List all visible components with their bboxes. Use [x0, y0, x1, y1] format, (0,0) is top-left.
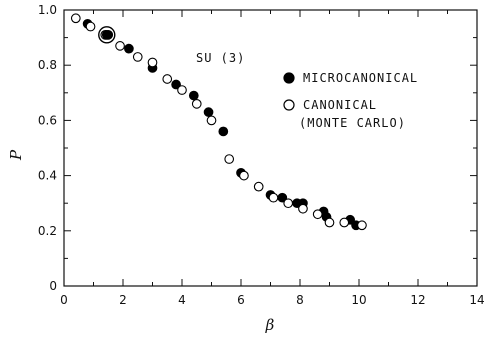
microcanonical-point	[203, 107, 214, 117]
canonical-point	[312, 209, 323, 220]
x-tick-label: 6	[237, 293, 245, 307]
x-tick-label: 8	[296, 293, 304, 307]
canonical-point	[115, 41, 125, 51]
canonical-point	[224, 154, 235, 164]
canonical-point	[147, 57, 158, 68]
canonical-point	[339, 217, 350, 228]
x-tick-label: 2	[119, 293, 127, 307]
y-tick-label: 1.0	[38, 3, 57, 17]
canonical-point	[268, 192, 279, 203]
y-axis-label: P	[7, 149, 25, 161]
microcanonical-point	[124, 43, 134, 54]
microcanonical-point	[171, 79, 181, 90]
legend-label-monte-carlo: (MONTE CARLO)	[299, 116, 406, 130]
x-tick-label: 10	[351, 293, 366, 307]
x-tick-label: 14	[469, 293, 484, 307]
legend-label-microcanonical: MICROCANONICAL	[303, 71, 418, 85]
x-axis-label: β	[265, 316, 275, 334]
highlighted-point-ring	[98, 26, 116, 44]
y-axis-ticks: 0 0.2 0.4 0.6 0.8 1.0	[38, 3, 477, 293]
canonical-point	[70, 13, 81, 24]
canonical-point	[298, 203, 308, 214]
chart-annotation-su3: SU (3)	[196, 51, 245, 65]
x-tick-label: 0	[60, 293, 68, 307]
canonical-point	[132, 52, 143, 62]
y-tick-label: 0.6	[38, 113, 57, 127]
data-markers	[70, 13, 367, 231]
legend-marker-canonical	[283, 99, 295, 111]
x-axis-ticks: 0 2 4 6 8 10 12 14	[60, 10, 485, 307]
legend: MICROCANONICAL CANONICAL (MONTE CARLO)	[283, 71, 418, 130]
canonical-point	[85, 21, 96, 32]
canonical-point	[357, 220, 367, 231]
y-tick-label: 0.8	[38, 58, 57, 72]
x-tick-label: 12	[410, 293, 425, 307]
y-tick-label: 0	[49, 279, 57, 293]
y-tick-label: 0.4	[38, 169, 57, 183]
canonical-point	[177, 85, 187, 95]
microcanonical-point	[218, 126, 229, 137]
canonical-point	[206, 115, 217, 126]
canonical-point	[283, 198, 294, 209]
canonical-point	[324, 217, 335, 228]
canonical-point	[253, 181, 264, 192]
legend-marker-microcanonical	[283, 72, 295, 84]
canonical-point	[191, 98, 202, 109]
microcanonical-point	[188, 90, 199, 101]
y-tick-label: 0.2	[38, 224, 57, 238]
x-tick-label: 4	[178, 293, 186, 307]
canonical-point	[162, 74, 173, 84]
canonical-point	[239, 170, 249, 181]
highlighted-point	[101, 29, 112, 40]
legend-label-canonical: CANONICAL	[303, 98, 377, 112]
